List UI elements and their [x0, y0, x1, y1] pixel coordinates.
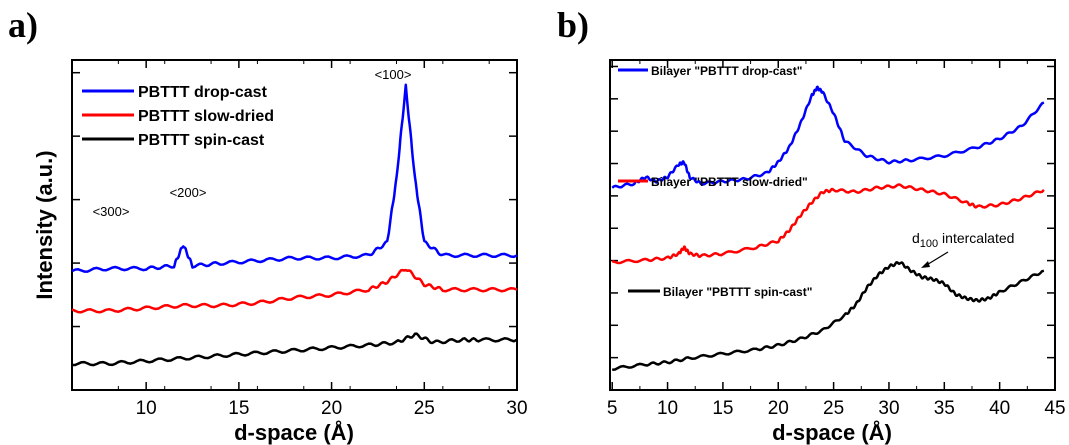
panel-a-legend: PBTTT drop-cast PBTTT slow-dried PBTTT s… [82, 84, 274, 149]
x-tick-label-45: 45 [1044, 398, 1065, 419]
panel-b-legend: Bilayer "PBTTT drop-cast" Bilayer "PBTTT… [618, 64, 812, 299]
x-tick-label-25: 25 [414, 398, 435, 419]
x-tick-label-10: 10 [136, 398, 157, 419]
series-line-a-2 [72, 332, 518, 367]
series-line-b-1 [611, 183, 1045, 265]
panel-b-label: b) [557, 5, 590, 45]
intercalated-arrowhead [921, 261, 930, 268]
panel-b-xlabel: d-space (Å) [772, 419, 892, 445]
x-tick-label-30: 30 [506, 398, 527, 419]
intercalated-annotation: d100 intercalated [912, 230, 1014, 250]
panel-a-y-ticks [72, 71, 517, 328]
legend-label-bilayer-spin-cast: Bilayer "PBTTT spin-cast" [663, 285, 812, 299]
series-line-b-2 [612, 261, 1045, 372]
x-tick-label-35: 35 [934, 398, 955, 419]
panel-b-y-ticks [610, 65, 1055, 359]
peak-label-100: <100> [375, 67, 412, 82]
series-line-a-0 [71, 83, 518, 273]
panel-a-label: a) [8, 5, 38, 45]
x-tick-label-40: 40 [989, 398, 1010, 419]
panel-b-series [611, 85, 1045, 372]
x-tick-label-10: 10 [657, 398, 678, 419]
panel-b-x-ticks: 5 10 15 20 25 30 35 40 45 [607, 60, 1066, 419]
x-tick-label-25: 25 [823, 398, 844, 419]
series-line-a-1 [71, 268, 518, 314]
x-tick-label-20: 20 [321, 398, 342, 419]
x-tick-label-5: 5 [607, 398, 618, 419]
peak-label-200: <200> [170, 185, 207, 200]
annot-d: d [912, 230, 920, 246]
legend-label-bilayer-slow-dried: Bilayer "PBTTT slow-dried" [651, 175, 808, 189]
panel-a-x-ticks: 10 15 20 25 30 [71, 60, 528, 419]
legend-label-drop-cast: PBTTT drop-cast [138, 84, 268, 101]
x-tick-label-15: 15 [228, 398, 249, 419]
annot-sub: 100 [920, 238, 938, 250]
panel-a-ylabel: Intensity (a.u.) [32, 150, 57, 299]
panel-a: 10 15 20 25 30 d-space (Å) Intensity (a.u.) … [32, 59, 528, 445]
x-tick-label-15: 15 [712, 398, 733, 419]
legend-label-spin-cast: PBTTT spin-cast [138, 132, 265, 149]
panel-a-frame [71, 59, 518, 391]
legend-label-slow-dried: PBTTT slow-dried [138, 108, 274, 125]
peak-label-300: <300> [93, 204, 130, 219]
panel-a-xlabel: d-space (Å) [234, 419, 354, 445]
annot-rest: intercalated [938, 230, 1014, 246]
panel-b-frame [609, 59, 1056, 391]
panel-a-series [71, 83, 518, 367]
x-tick-label-30: 30 [878, 398, 899, 419]
legend-label-bilayer-drop-cast: Bilayer "PBTTT drop-cast" [651, 64, 802, 78]
panel-b: 5 10 15 20 25 30 35 40 45 d-space (Å) Bilayer "P… [607, 59, 1066, 445]
x-tick-label-20: 20 [768, 398, 789, 419]
series-line-b-0 [611, 85, 1045, 189]
